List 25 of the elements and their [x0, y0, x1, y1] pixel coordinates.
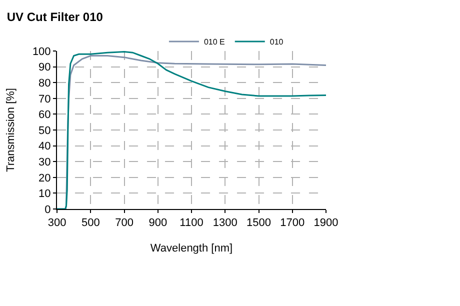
x-tick-label: 1500 — [246, 217, 271, 230]
y-tick-label: 40 — [38, 140, 51, 153]
x-tick-label: 300 — [48, 217, 66, 230]
y-tick-label: 80 — [38, 77, 51, 90]
y-tick-label: 70 — [38, 93, 51, 106]
x-tick-label: 700 — [115, 217, 134, 230]
x-tick-label: 1900 — [314, 217, 338, 230]
y-tick-label: 30 — [38, 156, 51, 168]
y-tick-label: 100 — [32, 46, 51, 58]
x-tick-label: 1700 — [280, 217, 305, 230]
x-tick-label: 900 — [148, 217, 168, 230]
y-tick-label: 0 — [44, 204, 51, 216]
y-tick-label: 10 — [38, 188, 51, 200]
x-axis-title: Wavelength [nm] — [150, 242, 233, 254]
legend-label: 010 — [270, 38, 284, 47]
y-tick-label: 20 — [38, 172, 51, 184]
y-axis-title: Transmission [%] — [5, 88, 18, 172]
y-tick-label: 90 — [38, 62, 51, 74]
x-tick-label: 1300 — [212, 217, 238, 230]
chart-title: UV Cut Filter 010 — [6, 10, 104, 24]
x-tick-label: 500 — [81, 217, 100, 230]
y-tick-label: 60 — [38, 109, 51, 122]
x-tick-label: 1100 — [180, 217, 204, 230]
y-tick-label: 50 — [38, 124, 51, 137]
legend-label: 010 E — [204, 38, 225, 47]
